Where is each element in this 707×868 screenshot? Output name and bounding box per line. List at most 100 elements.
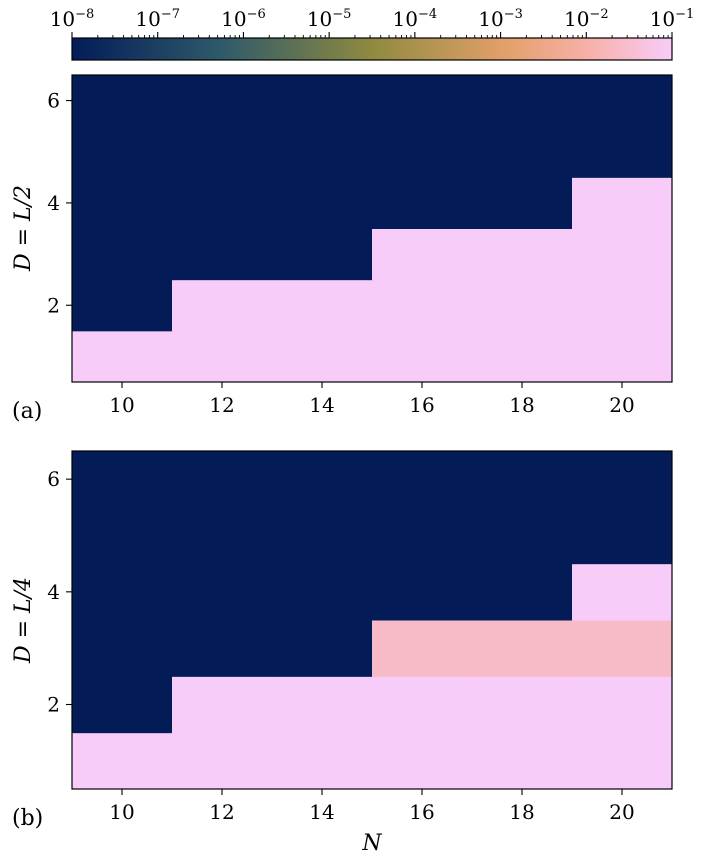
x-tick-label: 20 xyxy=(609,393,634,417)
heatmap-cell xyxy=(372,177,473,229)
plot-frame-a xyxy=(71,74,673,383)
colorbar-ticks xyxy=(71,32,673,38)
panel-label-a: (a) xyxy=(12,399,42,424)
heatmap-cell xyxy=(372,126,473,178)
colorbar-gradient xyxy=(71,37,673,61)
heatmap-cell xyxy=(72,563,173,621)
heatmap-cell xyxy=(372,330,473,383)
heatmap-cell xyxy=(572,732,673,790)
y-tick-label: 4 xyxy=(47,191,60,215)
heatmap-cell xyxy=(72,330,173,383)
heatmap-cell xyxy=(572,451,673,508)
colorbar-tick-label: 10−7 xyxy=(135,7,180,31)
panel-label-b: (b) xyxy=(12,806,43,831)
x-tick-label: 12 xyxy=(209,800,234,824)
heatmap-cell xyxy=(272,620,373,677)
y-ticks-a: 2 4 6 xyxy=(47,89,72,317)
heatmap-cell xyxy=(172,507,273,565)
heatmap-cell xyxy=(572,228,673,281)
heatmap-cell xyxy=(472,126,573,178)
y-tick-label: 4 xyxy=(47,580,60,604)
x-tick-label: 10 xyxy=(109,393,134,417)
colorbar-tick-label: 10−4 xyxy=(393,7,438,31)
heatmap-cell xyxy=(472,279,573,332)
heatmap-cell xyxy=(472,451,573,508)
heatmap-cell xyxy=(472,330,573,383)
heatmap-cell xyxy=(72,75,173,127)
y-tick-label: 2 xyxy=(47,693,60,717)
heatmap-cell xyxy=(572,330,673,383)
heatmap-cell xyxy=(572,507,673,565)
heatmap-cell xyxy=(272,126,373,178)
panel-b: 10 12 14 16 18 20 2 4 6 D = L/4 (b) N xyxy=(11,450,673,856)
x-tick-label: 12 xyxy=(209,393,234,417)
heatmap-cell xyxy=(172,676,273,734)
colorbar-tick-labels: 10−8 10−7 10−6 10−5 10−4 10−3 10−2 10−1 xyxy=(50,7,695,31)
heatmap-cell xyxy=(372,676,473,734)
panel-a: 10 12 14 16 18 20 2 4 6 D = L/2 (a) xyxy=(11,74,673,424)
heatmap-cell xyxy=(272,177,373,229)
heatmap-cell xyxy=(272,75,373,127)
y-tick-label: 6 xyxy=(47,89,60,113)
y-axis-label-a: D = L/2 xyxy=(11,185,36,272)
heatmap-cell xyxy=(172,228,273,281)
heatmap-cell xyxy=(372,563,473,621)
heatmap-cell xyxy=(472,620,573,677)
colorbar-tick-label: 10−6 xyxy=(221,7,266,31)
x-tick-label: 18 xyxy=(509,800,534,824)
x-tick-label: 18 xyxy=(509,393,534,417)
x-tick-label: 14 xyxy=(309,393,334,417)
heatmap-cell xyxy=(372,451,473,508)
heatmap-cell xyxy=(272,451,373,508)
heatmap-cell xyxy=(272,563,373,621)
heatmap-cell xyxy=(572,126,673,178)
heatmap-cell xyxy=(572,563,673,621)
heatmap-cell xyxy=(572,177,673,229)
x-tick-label: 10 xyxy=(109,800,134,824)
colorbar-tick-label: 10−8 xyxy=(50,7,95,31)
heatmap-cell xyxy=(172,451,273,508)
heatmap-cell xyxy=(572,676,673,734)
colorbar-tick-label: 10−2 xyxy=(564,7,609,31)
x-ticks-a: 10 12 14 16 18 20 xyxy=(109,382,635,417)
x-axis-label: N xyxy=(361,831,382,856)
y-tick-label: 2 xyxy=(47,293,60,317)
heatmap-cell xyxy=(72,177,173,229)
heatmap-cell xyxy=(472,177,573,229)
heatmap-cell xyxy=(272,279,373,332)
heatmap-cell xyxy=(472,228,573,281)
heatmap-cell xyxy=(272,507,373,565)
heatmap-cell xyxy=(72,279,173,332)
x-tick-label: 20 xyxy=(609,800,634,824)
heatmap-cell xyxy=(372,507,473,565)
heatmap-cell xyxy=(72,126,173,178)
heatmap-cell xyxy=(172,620,273,677)
heatmap-cells-a xyxy=(72,75,673,383)
heatmap-cell xyxy=(572,620,673,677)
heatmap-cell xyxy=(72,451,173,508)
heatmap-cell xyxy=(372,75,473,127)
x-tick-label: 14 xyxy=(309,800,334,824)
heatmap-cell xyxy=(372,279,473,332)
x-tick-label: 16 xyxy=(409,800,434,824)
colorbar-tick-label: 10−1 xyxy=(650,7,695,31)
heatmap-cell xyxy=(272,676,373,734)
colorbar-tick-label: 10−3 xyxy=(478,7,523,31)
heatmap-cell xyxy=(472,75,573,127)
heatmap-cell xyxy=(172,75,273,127)
heatmap-cell xyxy=(572,75,673,127)
heatmap-cell xyxy=(272,330,373,383)
heatmap-cell xyxy=(72,676,173,734)
heatmap-cell xyxy=(172,126,273,178)
heatmap-cell xyxy=(372,620,473,677)
heatmap-cell xyxy=(372,732,473,790)
heatmap-cell xyxy=(172,732,273,790)
heatmap-cell xyxy=(472,563,573,621)
heatmap-cell xyxy=(372,228,473,281)
heatmap-cell xyxy=(472,732,573,790)
x-tick-label: 16 xyxy=(409,393,434,417)
heatmap-cell xyxy=(72,507,173,565)
heatmap-cell xyxy=(272,732,373,790)
heatmap-cell xyxy=(72,228,173,281)
